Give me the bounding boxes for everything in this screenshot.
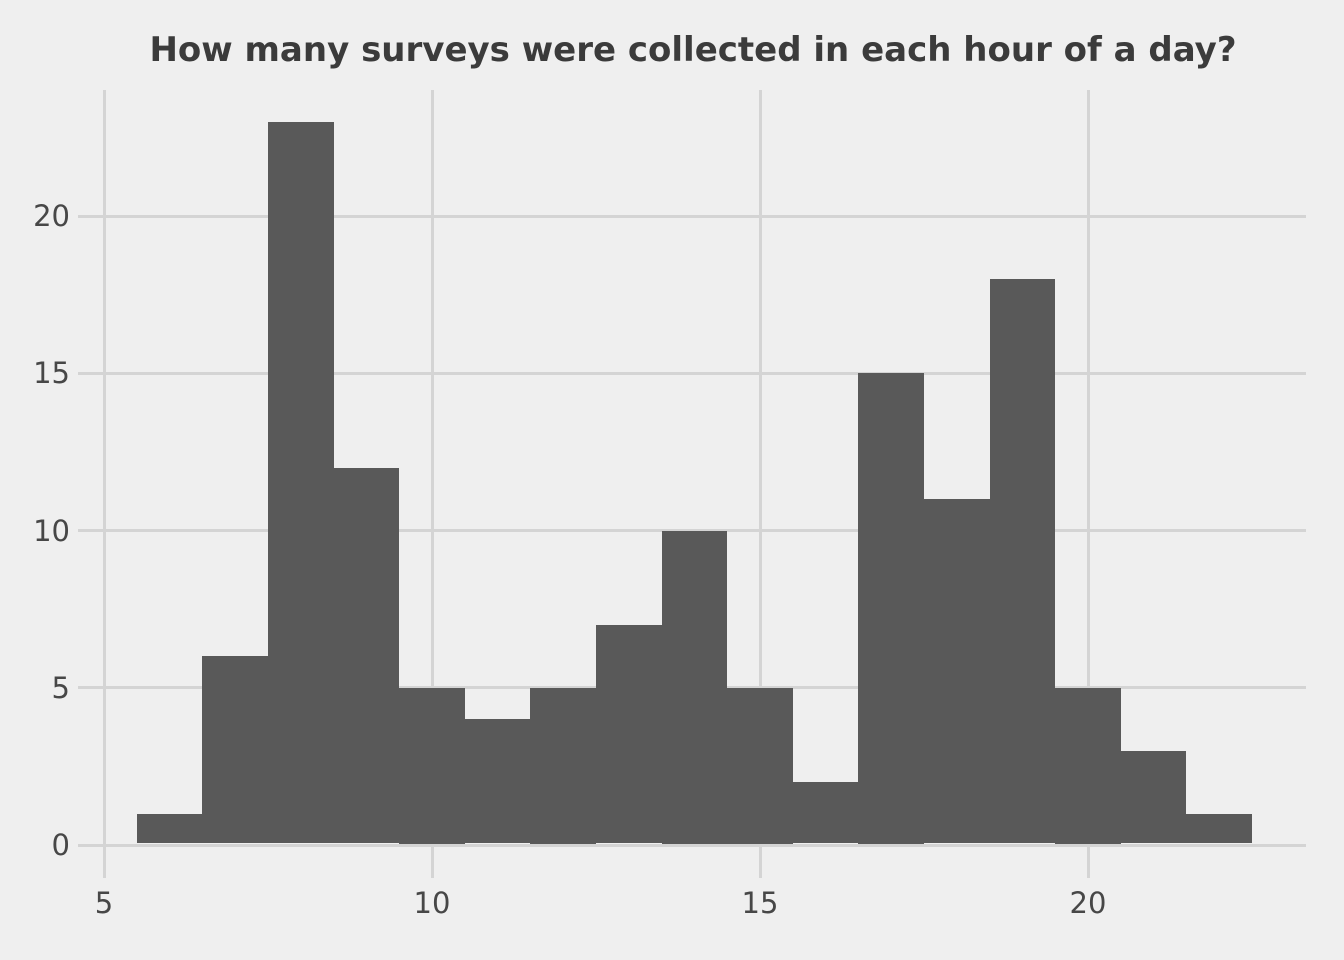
histogram-bar — [1120, 750, 1187, 844]
histogram-bar — [792, 782, 859, 844]
histogram-bar — [399, 687, 465, 844]
x-tick-label: 15 — [741, 886, 779, 920]
y-tick-label: 20 — [33, 199, 70, 233]
histogram-bar — [1186, 813, 1252, 844]
histogram-bar — [924, 499, 990, 844]
x-tick-label: 5 — [94, 886, 114, 920]
x-gridline — [430, 90, 434, 878]
y-tick-label: 0 — [51, 828, 70, 862]
x-gridline — [758, 90, 762, 878]
y-tick-label: 5 — [51, 670, 70, 705]
histogram-bar — [202, 656, 268, 844]
histogram-bar — [989, 278, 1056, 844]
x-axis-baseline — [78, 843, 1306, 847]
y-gridline — [78, 371, 1306, 375]
histogram-bar — [661, 530, 728, 844]
x-tick-label: 10 — [413, 886, 451, 920]
histogram-bar — [1055, 687, 1121, 844]
histogram-bar — [530, 687, 596, 844]
histogram-bar — [333, 467, 400, 844]
chart-title: How many surveys were collected in each … — [149, 30, 1237, 70]
y-tick-label: 10 — [33, 513, 70, 548]
histogram-bar — [464, 719, 531, 844]
x-gridline — [102, 90, 106, 878]
histogram-bar — [268, 121, 334, 844]
x-tick-label: 20 — [1069, 886, 1107, 920]
histogram-bar — [136, 813, 203, 844]
y-tick-label: 15 — [33, 356, 70, 391]
histogram-bar — [727, 687, 793, 844]
histogram-bar — [596, 624, 662, 844]
x-gridline — [1086, 90, 1090, 878]
y-gridline — [78, 214, 1306, 218]
histogram-bar — [858, 373, 924, 844]
